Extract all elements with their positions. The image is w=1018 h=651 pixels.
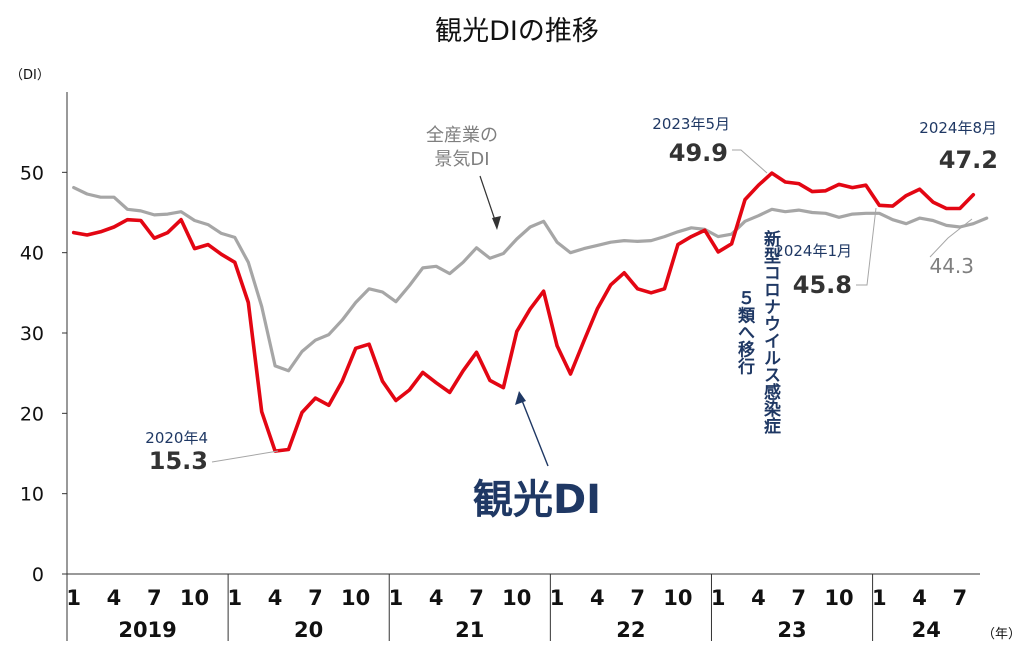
y-tick-label: 20 bbox=[20, 403, 44, 425]
year-label: 20 bbox=[294, 618, 323, 642]
x-tick-label: 1 bbox=[550, 586, 565, 610]
x-tick-label: 7 bbox=[791, 586, 806, 610]
annotation-value: 45.8 bbox=[793, 271, 852, 299]
annotation-2023-05: 2023年5月 49.9 bbox=[652, 115, 768, 174]
industry-di-line bbox=[72, 186, 989, 373]
x-tick-label: 4 bbox=[429, 586, 444, 610]
x-tick-label: 4 bbox=[912, 586, 927, 610]
year-label: 23 bbox=[777, 618, 806, 642]
annotation-date: 2023年5月 bbox=[652, 115, 730, 133]
year-label: 22 bbox=[616, 618, 645, 642]
industry-label-arrowhead bbox=[492, 216, 501, 230]
x-tick-label: 7 bbox=[469, 586, 484, 610]
annotation-leader bbox=[211, 450, 279, 463]
tourism-label-arrow bbox=[520, 397, 549, 467]
x-tick-label: 7 bbox=[308, 586, 323, 610]
tourism-series-label: 観光DI bbox=[473, 477, 601, 523]
x-tick-label: 10 bbox=[824, 586, 853, 610]
industry-series-label-line1: 全産業の bbox=[426, 125, 498, 146]
y-tick-label: 50 bbox=[20, 162, 44, 184]
tourism-label-arrowhead bbox=[515, 391, 526, 405]
event-label-line1: 新型コロナウイルス感染症 bbox=[760, 229, 781, 435]
x-tick-label: 10 bbox=[663, 586, 692, 610]
annotation-leader bbox=[856, 207, 877, 286]
year-label: 21 bbox=[455, 618, 484, 642]
x-tick-label: 10 bbox=[180, 586, 209, 610]
annotation-date: 2020年4 bbox=[145, 429, 208, 447]
annotation-date: 2024年8月 bbox=[919, 119, 997, 137]
y-tick-label: 0 bbox=[32, 564, 44, 586]
annotation-value: 47.2 bbox=[939, 146, 998, 174]
x-tick-label: 7 bbox=[953, 586, 968, 610]
x-tick-label: 10 bbox=[341, 586, 370, 610]
x-tick-label: 10 bbox=[502, 586, 531, 610]
annotation-value: 15.3 bbox=[149, 447, 208, 475]
annotation-2020-04: 2020年4 15.3 bbox=[145, 429, 279, 475]
series-layer bbox=[71, 171, 989, 453]
x-tick-label: 4 bbox=[268, 586, 283, 610]
y-tick-label: 40 bbox=[20, 243, 44, 265]
annotation-2024-08: 2024年8月 47.2 bbox=[919, 119, 998, 174]
annotation-leader bbox=[929, 218, 973, 258]
year-label: 24 bbox=[912, 618, 941, 642]
annotation-value: 49.9 bbox=[669, 139, 728, 167]
x-tick-label: 1 bbox=[389, 586, 404, 610]
x-tick-label: 1 bbox=[872, 586, 887, 610]
x-tick-label: 4 bbox=[107, 586, 122, 610]
annotation-2024-01: 2024年1月 45.8 bbox=[774, 207, 877, 299]
y-tick-label: 10 bbox=[20, 484, 44, 506]
y-axis-unit: （DI） bbox=[10, 68, 50, 83]
x-tick-label: 7 bbox=[630, 586, 645, 610]
annotation-leader bbox=[732, 149, 768, 174]
x-axis-unit: （年） bbox=[982, 627, 1018, 642]
event-label-line2: ５類へ移行 bbox=[734, 290, 756, 376]
year-label: 2019 bbox=[118, 618, 176, 642]
industry-series-label-line2: 景気DI bbox=[434, 149, 489, 170]
annotation-industry-latest: 44.3 bbox=[929, 218, 974, 278]
x-tick-label: 4 bbox=[590, 586, 605, 610]
x-tick-label: 1 bbox=[228, 586, 243, 610]
x-tick-label: 4 bbox=[751, 586, 766, 610]
annotation-date: 2024年1月 bbox=[774, 242, 852, 260]
tourism-di-line bbox=[71, 171, 976, 453]
x-tick-label: 1 bbox=[66, 586, 81, 610]
x-tick-label: 7 bbox=[147, 586, 162, 610]
y-tick-label: 30 bbox=[20, 323, 44, 345]
x-tick-label: 1 bbox=[711, 586, 726, 610]
annotation-value: 44.3 bbox=[929, 254, 974, 278]
chart-title: 観光DIの推移 bbox=[435, 16, 599, 47]
